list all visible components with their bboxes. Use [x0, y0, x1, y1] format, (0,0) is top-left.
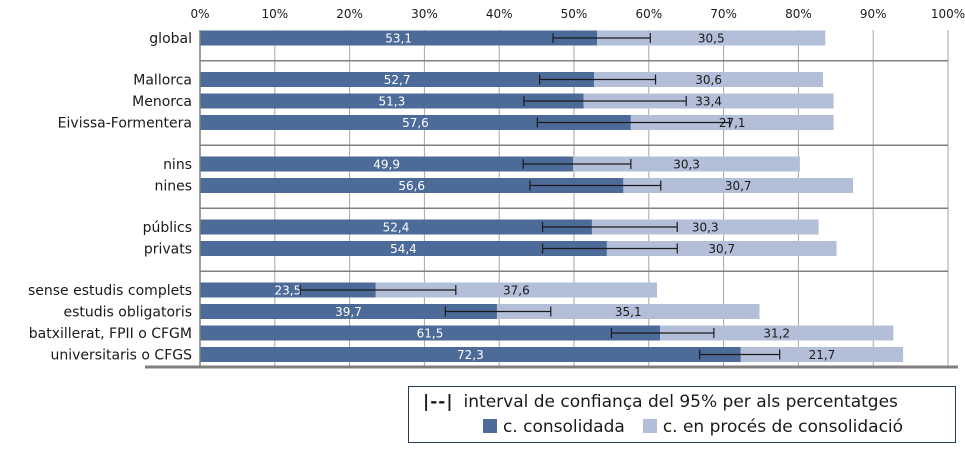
bar-in-process — [606, 241, 837, 256]
bar-consolidated — [200, 282, 376, 298]
bar-consolidated — [200, 93, 584, 109]
data-label-in-process: 30,5 — [698, 32, 725, 46]
data-label-in-process: 30,3 — [673, 158, 700, 172]
data-label-consolidated: 52,7 — [384, 73, 411, 87]
x-tick-label: 20% — [336, 7, 363, 21]
bar-in-process — [630, 115, 834, 130]
legend-label-in-process: c. en procés de consolidació — [662, 417, 904, 437]
data-label-consolidated: 52,4 — [383, 221, 410, 235]
ci-symbol-icon: |--| — [423, 392, 454, 412]
bar-in-process — [623, 178, 854, 193]
category-label: Menorca — [132, 94, 192, 110]
bar-in-process — [740, 347, 904, 362]
data-label-consolidated: 57,6 — [402, 116, 429, 130]
legend-ci-label: interval de confiança del 95% per als pe… — [463, 392, 898, 412]
bar-consolidated — [200, 347, 741, 362]
bar-consolidated — [200, 219, 592, 235]
category-label: nins — [163, 157, 192, 173]
bar-in-process — [496, 304, 760, 319]
category-label: privats — [144, 242, 192, 258]
data-label-in-process: 21,7 — [809, 348, 836, 362]
legend-item-in-process: c. en procés de consolidació — [642, 417, 904, 437]
bar-consolidated — [200, 325, 661, 341]
data-label-in-process: 37,6 — [503, 284, 530, 298]
data-label-in-process: 33,4 — [695, 95, 722, 109]
x-tick-label: 30% — [411, 7, 438, 21]
bar-consolidated — [200, 156, 574, 172]
x-tick-label: 70% — [710, 7, 737, 21]
data-label-consolidated: 51,3 — [379, 95, 406, 109]
data-label-consolidated: 39,7 — [335, 305, 362, 319]
bar-in-process — [660, 325, 894, 341]
data-label-in-process: 30,7 — [708, 242, 735, 256]
x-tick-label: 90% — [860, 7, 887, 21]
bar-consolidated — [200, 115, 631, 130]
legend-item-consolidated: c. consolidada — [483, 417, 625, 437]
bar-in-process — [583, 93, 834, 109]
legend: |--| interval de confiança del 95% per al… — [408, 386, 956, 443]
x-tick-label: 40% — [486, 7, 513, 21]
bar-consolidated — [200, 178, 624, 193]
x-tick-label: 0% — [190, 7, 209, 21]
bar-consolidated — [200, 241, 607, 256]
category-label: nines — [154, 179, 192, 195]
category-label: global — [149, 31, 192, 47]
data-label-consolidated: 54,4 — [390, 242, 417, 256]
category-label: estudis obligatoris — [64, 305, 192, 321]
category-label: Mallorca — [133, 73, 192, 89]
data-label-consolidated: 53,1 — [385, 32, 412, 46]
x-tick-label: 80% — [785, 7, 812, 21]
data-label-in-process: 30,7 — [725, 179, 752, 193]
bar-in-process — [594, 72, 824, 87]
data-label-consolidated: 56,6 — [398, 179, 425, 193]
legend-label-consolidated: c. consolidada — [503, 417, 625, 437]
category-label: batxillerat, FPII o CFGM — [29, 326, 192, 342]
bar-consolidated — [200, 72, 595, 87]
data-label-in-process: 35,1 — [615, 305, 642, 319]
bar-in-process — [597, 30, 826, 46]
bar-in-process — [591, 219, 819, 235]
data-label-in-process: 30,3 — [692, 221, 719, 235]
bar-in-process — [573, 156, 800, 172]
data-label-consolidated: 61,5 — [417, 327, 444, 341]
legend-swatch-in-process — [642, 419, 657, 433]
legend-swatch-consolidated — [483, 419, 497, 433]
x-tick-label: 100% — [931, 7, 965, 21]
category-label: públics — [143, 220, 192, 236]
bar-in-process — [375, 282, 658, 298]
x-tick-label: 60% — [635, 7, 662, 21]
x-tick-label: 10% — [261, 7, 288, 21]
bar-consolidated — [200, 30, 598, 46]
x-tick-label: 50% — [561, 7, 588, 21]
data-label-in-process: 31,2 — [763, 327, 790, 341]
data-label-consolidated: 23,5 — [275, 284, 302, 298]
legend-ci-row: |--| interval de confiança del 95% per al… — [423, 392, 898, 412]
data-label-consolidated: 72,3 — [457, 348, 484, 362]
data-label-consolidated: 49,9 — [373, 158, 400, 172]
data-label-in-process: 27,1 — [719, 116, 746, 130]
category-label: Eivissa-Formentera — [58, 116, 192, 132]
data-label-in-process: 30,6 — [695, 73, 722, 87]
category-label: sense estudis complets — [28, 283, 192, 299]
legend-series-row: c. consolidada c. en procés de consolidac… — [483, 417, 921, 437]
bar-consolidated — [200, 304, 497, 319]
category-label: universitaris o CFGS — [50, 348, 192, 364]
